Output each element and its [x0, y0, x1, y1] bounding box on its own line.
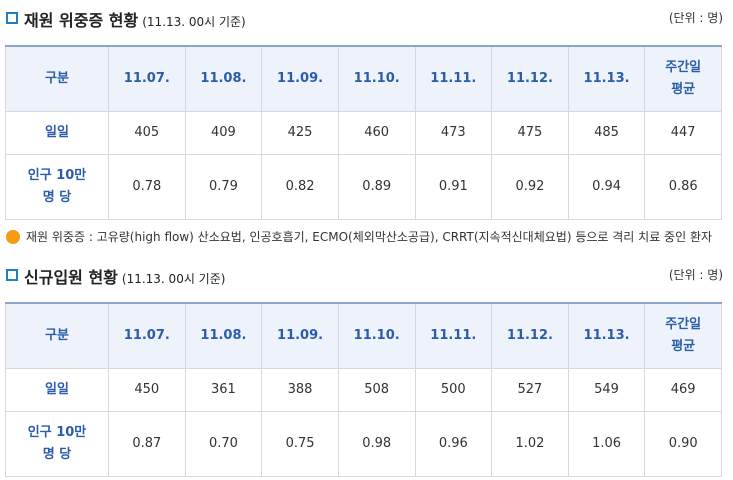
data-table: 구분 11.07. 11.08. 11.09. 11.10. 11.11. 11.12. 11… — [5, 45, 722, 220]
cell: 425 — [261, 110, 339, 155]
cell: 0.79 — [184, 153, 263, 220]
header-cell: 11.12. — [491, 45, 569, 112]
cell: 0.82 — [261, 153, 339, 220]
cell: 1.02 — [491, 410, 569, 477]
row-label: 인구 10만 명 당 — [5, 153, 109, 220]
cell: 1.06 — [567, 410, 646, 477]
cell: 0.91 — [414, 153, 493, 220]
title-text: 신규입원 현황 — [24, 268, 118, 287]
header-cell: 11.10. — [337, 45, 416, 112]
cell: 460 — [337, 110, 416, 155]
header-cell: 11.08. — [184, 302, 263, 369]
section-header: 신규입원 현황 (11.13. 00시 기준) (단위 : 명) — [0, 262, 733, 288]
cell: 409 — [184, 110, 263, 155]
header-cell: 주간일 평균 — [644, 302, 722, 369]
cell: 0.89 — [337, 153, 416, 220]
header-row: 구분 11.07. 11.08. 11.09. 11.10. 11.11. 11.12. 11… — [5, 45, 722, 112]
note-text: 재원 위중증 : 고유량(high flow) 산소요법, 인공호흡기, ECM… — [26, 230, 713, 244]
header-cell: 구분 — [5, 302, 109, 369]
cell: 508 — [337, 367, 416, 412]
cell: 0.94 — [567, 153, 646, 220]
section-title: 재원 위중증 현황 (11.13. 00시 기준) — [24, 7, 246, 31]
section: 신규입원 현황 (11.13. 00시 기준) (단위 : 명) 구분 11.07. 11… — [0, 262, 733, 477]
header-cell: 11.11. — [414, 45, 493, 112]
cell: 361 — [184, 367, 263, 412]
title-subtitle: (11.13. 00시 기준) — [121, 272, 226, 286]
cell: 0.70 — [184, 410, 263, 477]
header-cell: 11.09. — [261, 302, 339, 369]
header-cell: 주간일 평균 — [644, 45, 722, 112]
cell: 0.78 — [108, 153, 186, 220]
note-icon — [6, 230, 20, 244]
cell: 475 — [491, 110, 569, 155]
header-cell: 구분 — [5, 45, 109, 112]
data-row: 일일 450 361 388 508 500 527 549 469 — [5, 367, 722, 412]
cell: 527 — [491, 367, 569, 412]
cell: 0.86 — [644, 153, 722, 220]
title-icon — [6, 12, 18, 24]
row-label: 인구 10만 명 당 — [5, 410, 109, 477]
row-label: 일일 — [5, 367, 109, 412]
cell: 0.75 — [261, 410, 339, 477]
data-row: 인구 10만 명 당 0.87 0.70 0.75 0.98 0.96 1.02 1.06 0.… — [5, 410, 722, 477]
data-row: 일일 405 409 425 460 473 475 485 447 — [5, 110, 722, 155]
cell: 450 — [108, 367, 186, 412]
cell: 447 — [644, 110, 722, 155]
header-cell: 11.13. — [567, 45, 646, 112]
header-cell: 11.11. — [414, 302, 493, 369]
cell: 549 — [567, 367, 646, 412]
header-row: 구분 11.07. 11.08. 11.09. 11.10. 11.11. 11.12. 11… — [5, 302, 722, 369]
cell: 469 — [644, 367, 722, 412]
cell: 0.90 — [644, 410, 722, 477]
cell: 388 — [261, 367, 339, 412]
title-icon — [6, 269, 18, 281]
row-label: 일일 — [5, 110, 109, 155]
section: 재원 위중증 현황 (11.13. 00시 기준) (단위 : 명) 구분 11.07.… — [0, 5, 733, 244]
header-cell: 11.13. — [567, 302, 646, 369]
cell: 0.87 — [108, 410, 186, 477]
data-row: 인구 10만 명 당 0.78 0.79 0.82 0.89 0.91 0.92 0.94 0.… — [5, 153, 722, 220]
section-title: 신규입원 현황 (11.13. 00시 기준) — [24, 264, 225, 288]
cell: 0.96 — [414, 410, 493, 477]
cell: 0.98 — [337, 410, 416, 477]
data-table: 구분 11.07. 11.08. 11.09. 11.10. 11.11. 11.12. 11… — [5, 302, 722, 477]
title-text: 재원 위중증 현황 — [24, 11, 139, 30]
cell: 485 — [567, 110, 646, 155]
header-cell: 11.10. — [337, 302, 416, 369]
cell: 405 — [108, 110, 186, 155]
unit-label: (단위 : 명) — [668, 268, 723, 282]
section-header: 재원 위중증 현황 (11.13. 00시 기준) (단위 : 명) — [0, 5, 733, 31]
cell: 500 — [414, 367, 493, 412]
title-subtitle: (11.13. 00시 기준) — [142, 15, 246, 29]
header-cell: 11.08. — [184, 45, 263, 112]
header-cell: 11.07. — [108, 45, 186, 112]
note: 재원 위중증 : 고유량(high flow) 산소요법, 인공호흡기, ECM… — [6, 228, 712, 245]
cell: 0.92 — [491, 153, 569, 220]
header-cell: 11.07. — [108, 302, 186, 369]
header-cell: 11.09. — [261, 45, 339, 112]
unit-label: (단위 : 명) — [668, 11, 723, 25]
header-cell: 11.12. — [491, 302, 569, 369]
cell: 473 — [414, 110, 493, 155]
